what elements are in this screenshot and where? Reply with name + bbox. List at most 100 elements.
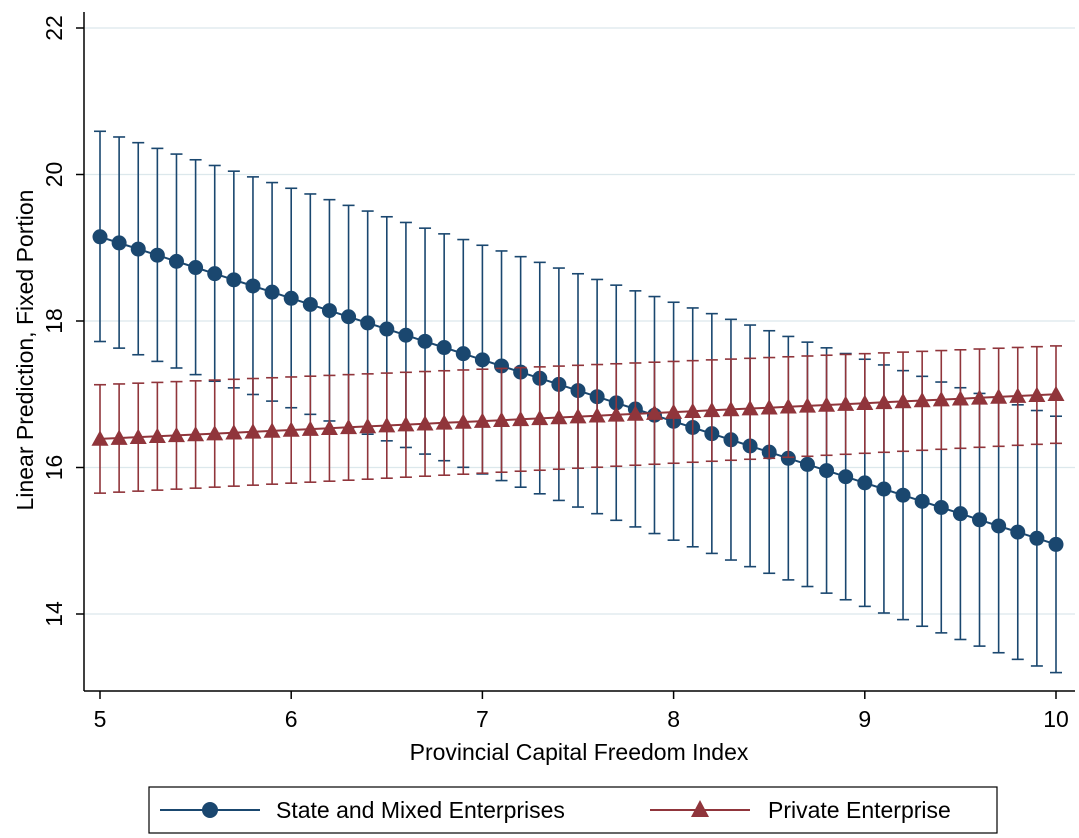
data-point: [206, 425, 224, 441]
data-point: [110, 429, 128, 445]
data-point: [741, 400, 759, 416]
data-point: [798, 397, 816, 413]
y-tick-label-22: 22: [41, 15, 67, 41]
x-tick-label-9: 9: [858, 706, 871, 732]
gridlines: [85, 27, 1075, 615]
data-point: [933, 499, 949, 515]
data-point: [244, 423, 262, 439]
data-point: [340, 418, 358, 435]
legend: State and Mixed Enterprises Private Ente…: [148, 786, 998, 834]
legend-box: [148, 786, 998, 834]
data-point: [225, 424, 243, 440]
data-point: [397, 416, 415, 432]
data-point: [550, 408, 568, 425]
data-point: [569, 408, 587, 424]
legend-item-private: Private Enterprise: [650, 797, 951, 823]
data-point: [149, 247, 165, 263]
data-point: [416, 415, 434, 431]
data-point: [837, 395, 855, 411]
data-point: [148, 427, 166, 444]
data-point: [378, 417, 396, 433]
x-tick-label-6: 6: [285, 706, 298, 732]
data-point: [282, 421, 300, 437]
data-point: [379, 321, 395, 337]
y-ticks: 14 16 18 20 22: [41, 15, 84, 627]
data-point: [894, 392, 912, 409]
data-point: [435, 414, 453, 430]
data-point: [760, 399, 778, 415]
data-point: [454, 413, 472, 429]
data-point: [264, 284, 280, 300]
x-tick-label-5: 5: [94, 706, 107, 732]
data-point: [1048, 536, 1064, 552]
data-point: [665, 403, 683, 419]
data-point: [531, 409, 549, 426]
data-point: [779, 398, 797, 414]
data-point: [838, 469, 854, 485]
y-tick-label-16: 16: [41, 455, 67, 481]
data-point: [455, 346, 471, 362]
data-point: [684, 402, 702, 419]
data-point: [359, 417, 377, 434]
data-point: [588, 407, 606, 423]
data-point: [722, 400, 740, 417]
data-point: [607, 406, 625, 422]
data-point: [703, 401, 721, 418]
data-point: [245, 278, 261, 294]
data-point: [780, 450, 796, 466]
data-point: [512, 410, 530, 427]
data-point: [111, 235, 127, 251]
data-point: [914, 493, 930, 509]
data-point: [473, 412, 491, 428]
data-point: [263, 422, 281, 438]
data-point: [991, 518, 1007, 534]
data-point: [1029, 530, 1045, 546]
data-point: [799, 456, 815, 472]
data-point: [321, 303, 337, 319]
y-axis-title: Linear Prediction, Fixed Portion: [12, 190, 38, 511]
data-point: [283, 290, 299, 306]
legend-marker-triangle: [691, 800, 709, 817]
data-point: [645, 404, 663, 420]
axes: [83, 12, 1075, 692]
legend-item-state: State and Mixed Enterprises: [160, 797, 565, 823]
data-point: [1009, 387, 1027, 403]
x-tick-label-8: 8: [667, 706, 680, 732]
data-point: [91, 430, 109, 446]
data-point: [320, 419, 338, 436]
y-tick-label-18: 18: [41, 308, 67, 334]
data-point: [417, 333, 433, 349]
x-ticks: 5 6 7 8 9 10: [94, 691, 1069, 732]
data-point: [1028, 386, 1046, 402]
x-tick-label-10: 10: [1043, 706, 1069, 732]
y-tick-label-14: 14: [41, 601, 67, 627]
data-point: [207, 266, 223, 282]
data-point: [1010, 524, 1026, 540]
data-point: [494, 358, 510, 374]
data-point: [876, 481, 892, 497]
series-layer: [91, 130, 1065, 674]
data-point: [226, 272, 242, 288]
data-point: [626, 405, 644, 421]
data-point: [971, 389, 989, 405]
data-point: [818, 396, 836, 412]
data-point: [895, 487, 911, 503]
data-point: [474, 352, 490, 368]
data-point: [130, 241, 146, 257]
legend-label-state: State and Mixed Enterprises: [276, 797, 565, 823]
data-point: [1047, 385, 1065, 402]
legend-label-private: Private Enterprise: [768, 797, 951, 823]
data-point: [856, 394, 874, 410]
x-axis-title: Provincial Capital Freedom Index: [410, 739, 749, 765]
data-point: [188, 260, 204, 276]
legend-marker-circle: [202, 802, 218, 818]
data-point: [951, 390, 969, 406]
y-tick-label-20: 20: [41, 162, 67, 188]
data-point: [875, 393, 893, 410]
data-point: [360, 315, 376, 331]
data-point: [990, 388, 1008, 404]
data-point: [436, 340, 452, 356]
data-point: [302, 296, 318, 312]
data-point: [301, 420, 319, 436]
